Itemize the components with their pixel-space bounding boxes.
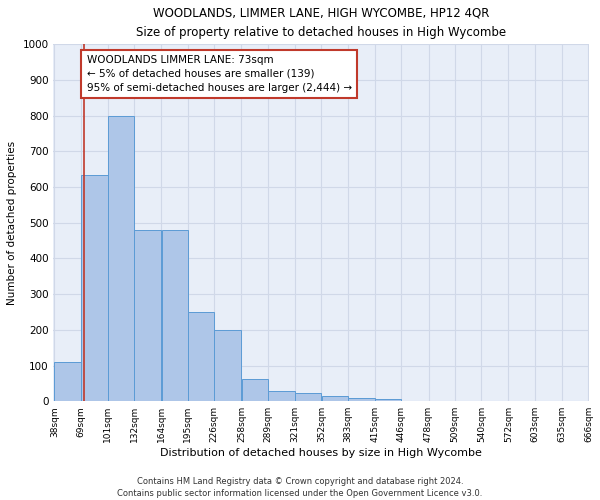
- Bar: [268, 392, 295, 402]
- Bar: [108, 116, 134, 402]
- Bar: [295, 394, 321, 402]
- Text: Contains HM Land Registry data © Crown copyright and database right 2024.
Contai: Contains HM Land Registry data © Crown c…: [118, 476, 482, 498]
- Bar: [134, 230, 161, 402]
- Bar: [161, 230, 188, 402]
- X-axis label: Distribution of detached houses by size in High Wycombe: Distribution of detached houses by size …: [160, 448, 482, 458]
- Text: WOODLANDS LIMMER LANE: 73sqm
← 5% of detached houses are smaller (139)
95% of se: WOODLANDS LIMMER LANE: 73sqm ← 5% of det…: [86, 55, 352, 93]
- Title: WOODLANDS, LIMMER LANE, HIGH WYCOMBE, HP12 4QR
Size of property relative to deta: WOODLANDS, LIMMER LANE, HIGH WYCOMBE, HP…: [136, 7, 506, 39]
- Bar: [348, 398, 375, 402]
- Bar: [55, 362, 80, 402]
- Bar: [214, 330, 241, 402]
- Bar: [81, 174, 108, 402]
- Y-axis label: Number of detached properties: Number of detached properties: [7, 140, 17, 305]
- Bar: [188, 312, 214, 402]
- Bar: [242, 379, 268, 402]
- Bar: [322, 396, 347, 402]
- Bar: [375, 400, 401, 402]
